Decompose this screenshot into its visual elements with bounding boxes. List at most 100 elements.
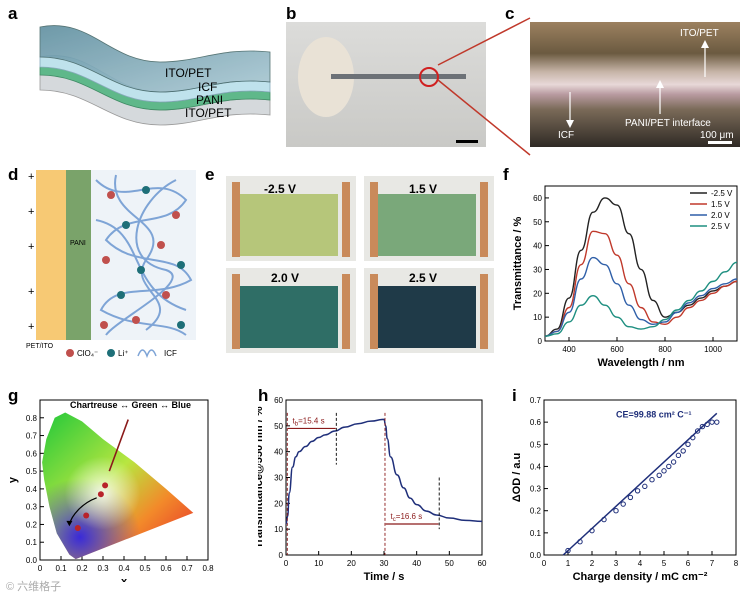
switching-kinetics-chart: 0 10 20 30 40 50 60 0 10 20 30 40 50 60 Time / s Transm… [258, 396, 487, 583]
x-tick-label: 50 [445, 559, 454, 568]
y-tick-label: 50 [274, 422, 283, 431]
label-pani-pet-interface: PANI/PET interface [625, 118, 711, 129]
x-axis-label: Time / s [364, 571, 405, 583]
device-photo-grid: -2.5 V 1.5 V 2.0 V 2.5 V [226, 176, 496, 354]
legend-icf: ICF [164, 349, 177, 358]
y-tick-label: 0.7 [26, 432, 38, 441]
panel-letter-h: h [258, 386, 269, 405]
scale-bar-b [456, 140, 478, 143]
panel-letter-a: a [8, 4, 18, 23]
series-line [544, 256, 738, 337]
linear-fit-line [562, 412, 718, 556]
layer-label-top: ITO/PET [165, 66, 212, 80]
x-tick-label: 0.2 [76, 564, 88, 573]
panel-letter-f: f [503, 165, 509, 184]
gloved-hand [298, 37, 354, 117]
y-axis-label: y [10, 476, 19, 483]
label-pani: PANI [70, 240, 86, 247]
x-tick-label: 10 [314, 559, 323, 568]
chromaticity-point [102, 482, 109, 489]
x-tick-label: 20 [347, 559, 356, 568]
data-point [690, 434, 696, 441]
y-tick-label: 0 [538, 337, 543, 346]
device-photo-m2p5v: -2.5 V [226, 176, 356, 261]
panel-letter-e: e [205, 165, 215, 184]
transmittance-curve [285, 418, 483, 525]
voltage-label-1p5: 1.5 V [409, 182, 438, 196]
plot-frame [544, 185, 738, 342]
y-tick-label: 0.0 [530, 551, 542, 560]
layer-label-bottom: ITO/PET [185, 106, 232, 120]
y-tick-label: 20 [274, 499, 283, 508]
label-pet-ito: PET/ITO [26, 343, 54, 350]
data-point [627, 494, 634, 501]
cie-title: Chartreuse ↔ Green ↔ Blue [70, 400, 191, 410]
panel-letter-i: i [512, 386, 517, 405]
legend-li: Li⁺ [118, 349, 128, 358]
layer-stack-diagram: ITO/PET ICF PANI ITO/PET [39, 25, 271, 126]
zoom-circle [419, 67, 439, 87]
data-point [714, 419, 720, 425]
data-point [634, 488, 641, 494]
panel-letter-c: c [505, 4, 515, 23]
data-point [709, 419, 715, 425]
y-tick-label: 0.4 [26, 485, 38, 494]
x-tick-label: 400 [562, 345, 576, 354]
chromaticity-point [74, 525, 81, 531]
y-tick-label: 20 [533, 289, 542, 298]
y-tick-label: 0.7 [530, 396, 542, 405]
data-point [589, 527, 595, 534]
data-point [680, 448, 686, 454]
x-tick-label: 30 [380, 559, 389, 568]
arrow-head [66, 520, 73, 527]
panel-letter-g: g [8, 386, 19, 405]
tb-label: tb=15.4 s [293, 416, 325, 427]
pointer-line [108, 419, 129, 472]
voltage-label-m2p5: -2.5 V [264, 182, 297, 196]
data-point [656, 472, 662, 478]
x-tick-label: 0 [542, 559, 547, 568]
data-point [642, 483, 648, 490]
y-tick-label: 60 [533, 194, 542, 203]
ion-particles [100, 186, 185, 329]
x-tick-label: 0.3 [97, 564, 109, 573]
series-line [544, 261, 738, 337]
transmittance-spectra-chart: 400 600 800 1000 0 10 20 30 40 50 60 Wavelength / n… [512, 185, 738, 369]
x-tick-label: 40 [412, 559, 421, 568]
y-tick-label: 0.5 [530, 440, 542, 449]
electrolyte-schematic: + + + + + PANI PET/ITO ClO₄⁻ Li⁺ ICF [26, 170, 196, 360]
data-point [666, 463, 672, 470]
y-tick-label: 0.2 [530, 507, 542, 516]
thin-film-strip [331, 74, 466, 79]
pet-ito-layer [36, 170, 66, 340]
x-tick-label: 0.6 [160, 564, 172, 573]
y-tick-label: 0.1 [530, 529, 542, 538]
data-point [620, 501, 626, 507]
data-point [670, 459, 677, 465]
x-tick-label: 5 [662, 559, 667, 568]
label-icf: ICF [558, 130, 574, 141]
device-photo-1p5v: 1.5 V [364, 176, 494, 261]
x-tick-label: 0 [284, 559, 289, 568]
chromaticity-point [83, 512, 90, 519]
y-tick-label: 0.4 [530, 462, 542, 471]
x-tick-label: 6 [686, 559, 691, 568]
data-point [699, 423, 706, 430]
x-axis-label: x [121, 576, 128, 582]
x-tick-label: 0.1 [55, 564, 67, 573]
zoom-lines [437, 17, 531, 156]
cross-section-micrograph: ITO/PET ICF PANI/PET interface 100 μm [530, 22, 740, 147]
x-tick-label: 800 [658, 345, 672, 354]
device-photo-2p0v: 2.0 V [226, 268, 356, 353]
x-tick-label: 8 [734, 559, 739, 568]
watermark: © 六维格子 [6, 581, 62, 593]
x-axis-label: Wavelength / nm [598, 357, 685, 369]
plot-frame [543, 399, 737, 556]
x-tick-label: 4 [638, 559, 643, 568]
y-tick-label: 40 [274, 448, 283, 457]
y-tick-label: 0.6 [26, 449, 38, 458]
tc-label: tc=16.6 s [391, 512, 423, 523]
y-tick-label: 0.0 [26, 556, 38, 565]
series-line [544, 197, 738, 337]
y-tick-label: 60 [274, 396, 283, 405]
